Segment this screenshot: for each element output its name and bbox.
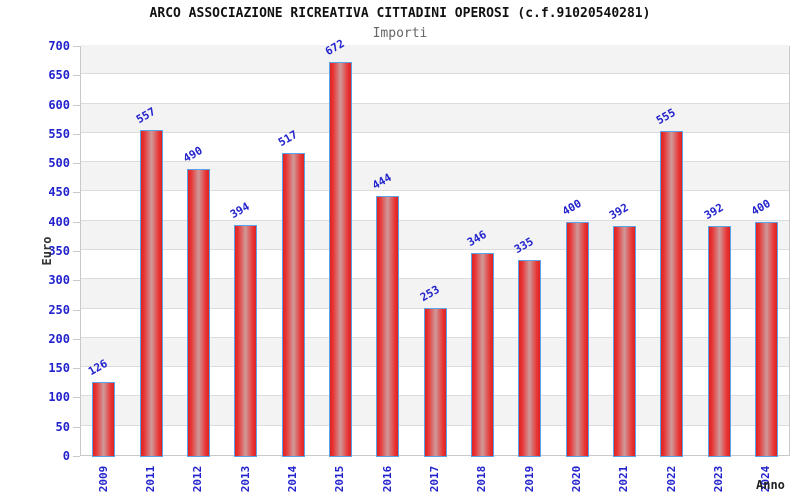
y-axis-title: Euro — [40, 236, 54, 266]
y-tick-label: 250 — [48, 302, 70, 317]
gridline — [81, 190, 789, 192]
band — [81, 45, 789, 75]
bar — [565, 221, 589, 457]
y-tick-label: 500 — [48, 156, 70, 171]
y-tick-label: 600 — [48, 97, 70, 112]
x-tick-label: 2015 — [333, 465, 347, 493]
y-tick-mark — [73, 46, 80, 47]
bar — [754, 221, 778, 457]
y-tick-mark — [73, 338, 80, 340]
y-tick-mark — [73, 397, 80, 399]
y-tick-label: 0 — [62, 449, 70, 463]
gridline — [81, 249, 789, 250]
chart-title: ARCO ASSOCIAZIONE RICREATIVA CITTADINI O… — [149, 6, 651, 21]
x-tick-label: 2023 — [712, 465, 725, 493]
y-tick-label: 300 — [48, 273, 70, 288]
y-tick-label: 350 — [48, 244, 70, 258]
bar — [423, 307, 447, 457]
y-tick-label: 100 — [48, 390, 70, 405]
x-tick-label: 2011 — [144, 465, 157, 493]
y-tick-mark — [73, 104, 80, 106]
bar — [139, 129, 163, 457]
gridline — [81, 278, 789, 280]
band — [81, 103, 789, 133]
gridline — [81, 102, 789, 104]
y-tick-mark — [73, 456, 80, 457]
gridline — [81, 161, 789, 163]
x-tick-label: 2021 — [617, 465, 631, 493]
bar — [234, 225, 258, 457]
bar — [470, 253, 494, 457]
y-tick-mark — [73, 75, 80, 77]
bar — [707, 226, 731, 457]
y-tick-mark — [73, 426, 80, 428]
x-tick-label: 2020 — [570, 465, 583, 493]
y-tick-label: 200 — [48, 331, 70, 346]
y-tick-mark — [73, 368, 80, 370]
x-tick-label: 2018 — [475, 465, 489, 493]
bar — [92, 382, 116, 457]
chart-subtitle: Importi — [372, 26, 428, 41]
x-tick-label: 2014 — [286, 465, 299, 493]
y-tick-mark — [73, 251, 80, 252]
y-tick-label: 400 — [48, 214, 70, 229]
gridline — [81, 219, 789, 221]
bar — [612, 226, 636, 457]
y-tick-label: 450 — [48, 185, 70, 200]
x-tick-label: 2012 — [191, 465, 205, 493]
bar — [186, 169, 210, 457]
y-tick-label: 550 — [48, 126, 70, 141]
x-tick-label: 2009 — [96, 465, 110, 493]
y-tick-label: 650 — [48, 68, 70, 83]
y-tick-mark — [73, 192, 80, 194]
x-axis-title: Anno — [756, 478, 785, 492]
bar — [328, 62, 352, 457]
y-tick-mark — [73, 163, 80, 165]
y-tick-mark — [73, 133, 80, 135]
band — [81, 74, 789, 104]
x-tick-label: 2013 — [238, 465, 252, 493]
y-tick-mark — [73, 221, 80, 223]
y-tick-label: 150 — [48, 361, 70, 376]
x-tick-label: 2017 — [428, 465, 441, 493]
y-tick-mark — [73, 280, 80, 282]
gridline — [81, 73, 789, 75]
y-tick-label: 50 — [55, 419, 70, 434]
bar — [660, 130, 684, 457]
x-tick-label: 2019 — [522, 465, 536, 493]
y-tick-mark — [73, 309, 80, 311]
bar — [376, 195, 400, 457]
x-tick-label: 2016 — [380, 465, 394, 493]
bar — [518, 259, 542, 457]
gridline — [81, 131, 789, 133]
y-tick-label: 700 — [48, 39, 70, 53]
x-tick-label: 2022 — [664, 465, 678, 493]
bar — [281, 153, 305, 457]
